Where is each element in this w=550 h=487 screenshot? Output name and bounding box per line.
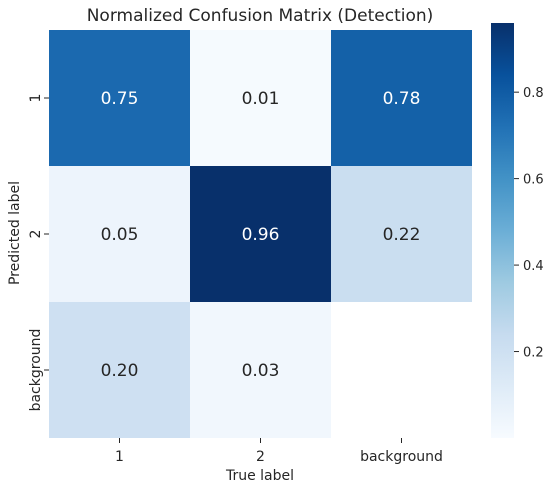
heatmap-cell bbox=[49, 302, 190, 438]
chart-title: Normalized Confusion Matrix (Detection) bbox=[87, 6, 434, 26]
cell-value-label: 0.78 bbox=[383, 89, 421, 109]
y-axis-label: Predicted label bbox=[7, 181, 23, 285]
heatmap-cell bbox=[49, 166, 190, 302]
x-axis-ticks: 1 2 background bbox=[115, 438, 443, 465]
colorbar-tick-label: 0.8 bbox=[523, 86, 544, 101]
x-tick-label: background bbox=[360, 449, 443, 465]
x-tick-label: 2 bbox=[256, 449, 265, 465]
cell-value-label: 0.03 bbox=[242, 361, 280, 381]
heatmap-cells: 0.75 0.01 0.78 0.05 0.96 0.22 0.20 0.03 bbox=[49, 30, 472, 438]
heatmap-cell bbox=[49, 30, 190, 166]
heatmap-cell bbox=[190, 30, 331, 166]
heatmap-cell bbox=[331, 30, 472, 166]
x-tick-label: 1 bbox=[115, 449, 124, 465]
x-axis-label: True label bbox=[225, 468, 294, 484]
cell-value-label: 0.20 bbox=[101, 361, 139, 381]
colorbar-ticks: 0.2 0.4 0.6 0.8 bbox=[514, 86, 544, 361]
cell-value-label: 0.05 bbox=[101, 225, 139, 245]
heatmap-cell bbox=[190, 166, 331, 302]
heatmap-cell bbox=[331, 166, 472, 302]
heatmap-cell bbox=[190, 302, 331, 438]
heatmap-cell bbox=[331, 302, 472, 438]
y-axis-ticks: 1 2 background bbox=[28, 94, 49, 412]
y-tick-label: 1 bbox=[28, 94, 44, 103]
colorbar-tick-label: 0.4 bbox=[523, 259, 544, 274]
cell-value-label: 0.22 bbox=[383, 225, 421, 245]
colorbar-tick-label: 0.2 bbox=[523, 346, 544, 361]
cell-value-label: 0.75 bbox=[101, 89, 139, 109]
cell-value-label: 0.01 bbox=[242, 89, 280, 109]
y-tick-label: background bbox=[28, 329, 44, 412]
colorbar bbox=[491, 23, 514, 438]
cell-value-label: 0.96 bbox=[242, 225, 280, 245]
colorbar-tick-label: 0.6 bbox=[523, 173, 544, 188]
y-tick-label: 2 bbox=[28, 230, 44, 239]
